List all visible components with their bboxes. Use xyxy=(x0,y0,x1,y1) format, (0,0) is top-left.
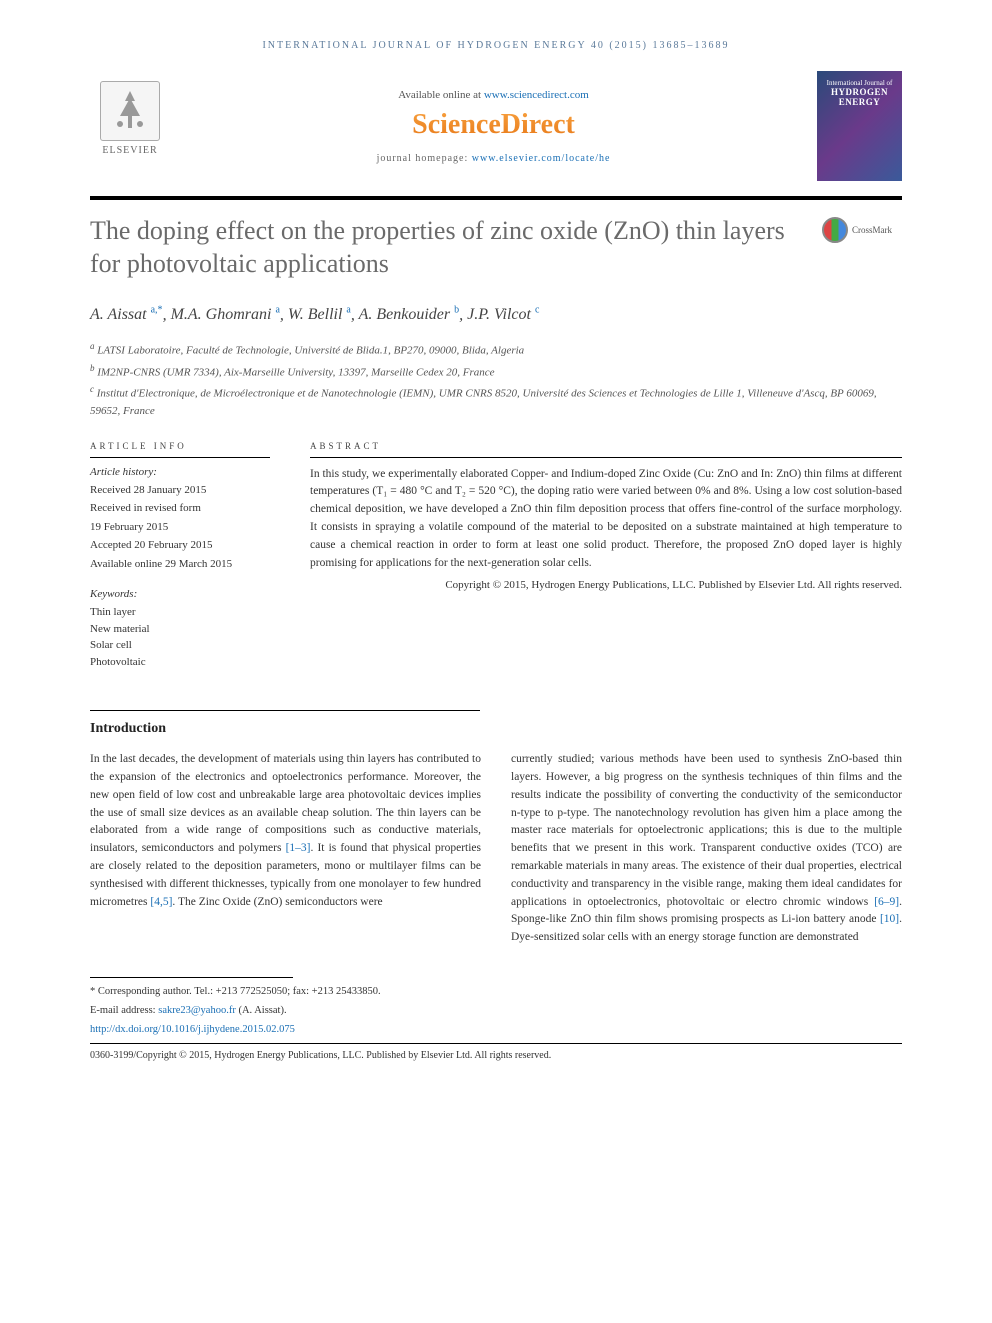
authors-line: A. Aissat a,*, M.A. Ghomrani a, W. Belli… xyxy=(90,305,902,324)
section-heading-introduction: Introduction xyxy=(90,721,902,737)
homepage-link[interactable]: www.elsevier.com/locate/he xyxy=(472,153,611,164)
sciencedirect-link[interactable]: www.sciencedirect.com xyxy=(484,89,589,101)
citation-link[interactable]: [4,5] xyxy=(150,896,172,908)
journal-cover-top: International Journal of xyxy=(827,79,893,87)
body-column-left: In the last decades, the development of … xyxy=(90,751,481,947)
doi-link[interactable]: http://dx.doi.org/10.1016/j.ijhydene.201… xyxy=(90,1022,902,1038)
info-abstract-block: ARTICLE INFO Article history: Received 2… xyxy=(90,441,902,671)
top-banner: ELSEVIER Available online at www.science… xyxy=(90,71,902,181)
affiliation: c Institut d'Electronique, de Microélect… xyxy=(90,382,902,421)
affiliation: a LATSI Laboratoire, Faculté de Technolo… xyxy=(90,339,902,360)
title-rule xyxy=(90,196,902,200)
email-footnote: E-mail address: sakre23@yahoo.fr (A. Ais… xyxy=(90,1003,902,1019)
crossmark-icon xyxy=(822,217,848,243)
citation-link[interactable]: [6–9] xyxy=(874,896,899,908)
article-title: The doping effect on the properties of z… xyxy=(90,215,802,280)
author: J.P. Vilcot c xyxy=(467,306,539,323)
email-label: E-mail address: xyxy=(90,1005,158,1016)
history-item: 19 February 2015 xyxy=(90,519,270,536)
title-row: The doping effect on the properties of z… xyxy=(90,215,902,305)
author: A. Benkouider b xyxy=(359,306,460,323)
abstract-text: In this study, we experimentally elabora… xyxy=(310,466,902,573)
body-text: In the last decades, the development of … xyxy=(90,753,481,854)
author: M.A. Ghomrani a xyxy=(171,306,280,323)
title-block: The doping effect on the properties of z… xyxy=(90,215,802,305)
corresponding-author-footnote: * Corresponding author. Tel.: +213 77252… xyxy=(90,984,902,1000)
history-item: Accepted 20 February 2015 xyxy=(90,537,270,554)
history-item: Received in revised form xyxy=(90,500,270,517)
keyword: New material xyxy=(90,621,270,638)
abstract-heading: ABSTRACT xyxy=(310,441,902,458)
history-label: Article history: xyxy=(90,466,270,478)
running-header: INTERNATIONAL JOURNAL OF HYDROGEN ENERGY… xyxy=(90,40,902,51)
keyword: Thin layer xyxy=(90,604,270,621)
journal-cover-title: HYDROGEN ENERGY xyxy=(821,87,898,107)
affiliations-block: a LATSI Laboratoire, Faculté de Technolo… xyxy=(90,339,902,420)
keyword: Photovoltaic xyxy=(90,654,270,671)
homepage-line: journal homepage: www.elsevier.com/locat… xyxy=(170,153,817,164)
journal-cover-thumbnail[interactable]: International Journal of HYDROGEN ENERGY xyxy=(817,71,902,181)
author: A. Aissat a,* xyxy=(90,306,163,323)
keywords-label: Keywords: xyxy=(90,588,270,600)
license-rule xyxy=(90,1043,902,1044)
author: W. Bellil a xyxy=(288,306,351,323)
available-online-line: Available online at www.sciencedirect.co… xyxy=(170,89,817,101)
crossmark-label: CrossMark xyxy=(852,225,892,235)
article-info-sidebar: ARTICLE INFO Article history: Received 2… xyxy=(90,441,270,671)
body-column-right: currently studied; various methods have … xyxy=(511,751,902,947)
email-suffix: (A. Aissat). xyxy=(236,1005,287,1016)
crossmark-badge[interactable]: CrossMark xyxy=(822,215,902,245)
elsevier-logo[interactable]: ELSEVIER xyxy=(90,81,170,171)
abstract-copyright: Copyright © 2015, Hydrogen Energy Public… xyxy=(310,577,902,594)
citation-link[interactable]: [10] xyxy=(880,913,899,925)
abstract-block: ABSTRACT In this study, we experimentall… xyxy=(310,441,902,671)
body-columns: In the last decades, the development of … xyxy=(90,751,902,947)
email-link[interactable]: sakre23@yahoo.fr xyxy=(158,1005,236,1016)
license-line: 0360-3199/Copyright © 2015, Hydrogen Ene… xyxy=(90,1050,902,1061)
page-container: INTERNATIONAL JOURNAL OF HYDROGEN ENERGY… xyxy=(0,0,992,1101)
body-text: . The Zinc Oxide (ZnO) semiconductors we… xyxy=(172,896,382,908)
history-item: Available online 29 March 2015 xyxy=(90,556,270,573)
section-rule xyxy=(90,710,480,711)
history-item: Received 28 January 2015 xyxy=(90,482,270,499)
elsevier-tree-icon xyxy=(100,81,160,141)
banner-center: Available online at www.sciencedirect.co… xyxy=(170,89,817,164)
citation-link[interactable]: [1–3] xyxy=(286,842,311,854)
affiliation: b IM2NP-CNRS (UMR 7334), Aix-Marseille U… xyxy=(90,361,902,382)
article-info-heading: ARTICLE INFO xyxy=(90,441,270,458)
footnote-rule xyxy=(90,977,293,978)
homepage-prefix: journal homepage: xyxy=(377,153,472,164)
sciencedirect-logo[interactable]: ScienceDirect xyxy=(170,109,817,141)
body-text: currently studied; various methods have … xyxy=(511,753,902,908)
keyword: Solar cell xyxy=(90,637,270,654)
elsevier-text: ELSEVIER xyxy=(102,145,157,156)
available-prefix: Available online at xyxy=(398,89,484,101)
